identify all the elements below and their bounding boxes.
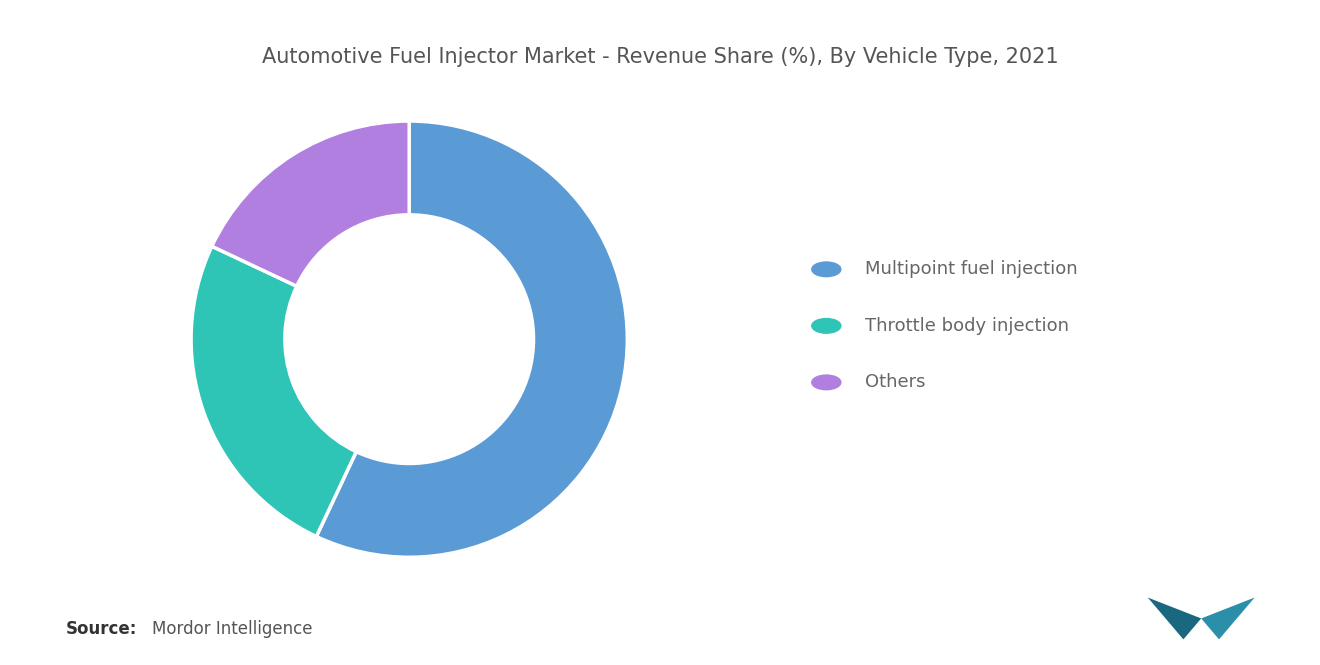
Polygon shape bbox=[1148, 597, 1201, 640]
Text: Others: Others bbox=[865, 373, 925, 392]
Text: Multipoint fuel injection: Multipoint fuel injection bbox=[865, 260, 1077, 279]
Polygon shape bbox=[1201, 597, 1254, 640]
Wedge shape bbox=[211, 121, 409, 286]
Text: Throttle body injection: Throttle body injection bbox=[865, 317, 1069, 335]
Text: Mordor Intelligence: Mordor Intelligence bbox=[152, 620, 313, 638]
Wedge shape bbox=[317, 121, 627, 557]
Text: Source:: Source: bbox=[66, 620, 137, 638]
Text: Automotive Fuel Injector Market - Revenue Share (%), By Vehicle Type, 2021: Automotive Fuel Injector Market - Revenu… bbox=[261, 47, 1059, 66]
Wedge shape bbox=[191, 246, 356, 537]
